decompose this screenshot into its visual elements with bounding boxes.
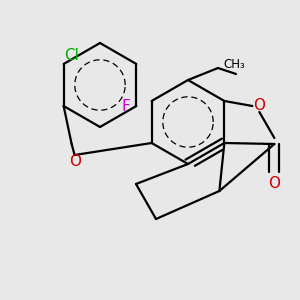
Text: O: O bbox=[268, 176, 280, 191]
Text: O: O bbox=[69, 154, 81, 169]
Text: Cl: Cl bbox=[64, 49, 79, 64]
Text: O: O bbox=[254, 98, 266, 113]
Text: F: F bbox=[122, 98, 131, 113]
Text: CH₃: CH₃ bbox=[223, 58, 245, 71]
